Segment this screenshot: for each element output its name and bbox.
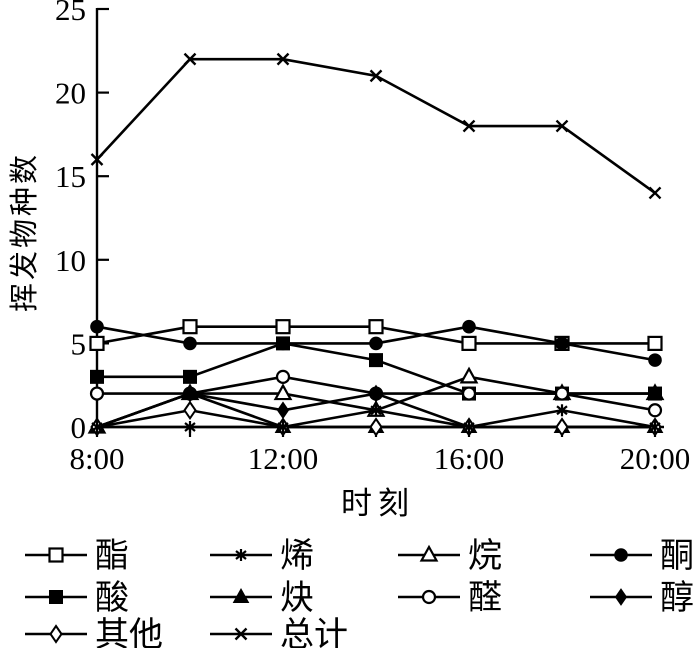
y-axis-title: 挥发物种数 bbox=[8, 152, 41, 312]
y-tick-label: 10 bbox=[55, 243, 86, 278]
legend-label-alkane: 烷 bbox=[468, 537, 502, 575]
asterisk-marker bbox=[91, 421, 103, 433]
y-tick-label: 0 bbox=[71, 410, 87, 445]
filled-square-marker bbox=[183, 369, 197, 384]
open-square-marker bbox=[182, 319, 198, 335]
asterisk-marker bbox=[463, 421, 475, 433]
x-tick-label: 8:00 bbox=[69, 441, 124, 476]
legend-item-ketone: 酮 bbox=[590, 538, 694, 575]
filled-circle-marker bbox=[90, 319, 104, 334]
asterisk-marker bbox=[277, 421, 289, 433]
legend-label-alcohol: 醇 bbox=[660, 579, 694, 617]
filled-square-marker bbox=[49, 590, 63, 604]
filled-circle-marker bbox=[614, 548, 628, 562]
legend-label-aldehyde: 醛 bbox=[468, 579, 502, 617]
filled-circle-marker bbox=[648, 353, 662, 367]
filled-diamond-marker bbox=[276, 401, 290, 420]
x-mark-marker bbox=[462, 119, 476, 133]
legend-item-aldehyde: 醛 bbox=[398, 579, 502, 617]
axes: 0 5 10 15 20 25 8:00 12:00 16:00 20:00 时刻 挥发物种数 bbox=[8, 0, 690, 521]
x-mark-marker bbox=[648, 186, 662, 200]
x-mark-marker bbox=[276, 52, 290, 66]
filled-square-marker bbox=[276, 336, 290, 351]
legend-item-total: 总计 bbox=[210, 616, 348, 648]
open-triangle-marker bbox=[273, 383, 293, 401]
y-tick-label: 15 bbox=[55, 159, 86, 194]
asterisk-marker bbox=[184, 421, 196, 433]
y-tick-label: 20 bbox=[55, 76, 86, 111]
open-triangle-marker bbox=[419, 544, 439, 562]
legend-item-other: 其他 bbox=[25, 617, 163, 648]
open-triangle-marker bbox=[459, 366, 479, 384]
filled-triangle-marker bbox=[232, 587, 250, 603]
legend-label-acid: 酸 bbox=[95, 579, 129, 617]
legend-label-ketone: 酮 bbox=[660, 538, 694, 575]
filled-diamond-marker bbox=[369, 384, 383, 403]
open-diamond-marker bbox=[369, 417, 383, 437]
open-circle-marker bbox=[554, 386, 570, 401]
open-diamond-marker bbox=[555, 417, 569, 437]
open-circle-marker bbox=[461, 386, 477, 401]
legend-item-ester: 酯 bbox=[25, 538, 129, 575]
open-square-marker bbox=[48, 547, 64, 563]
series-total bbox=[90, 52, 662, 200]
filled-circle-marker bbox=[369, 336, 383, 351]
open-circle-marker bbox=[89, 386, 105, 401]
legend-item-alcohol: 醇 bbox=[590, 579, 694, 617]
filled-circle-marker bbox=[183, 336, 197, 351]
x-axis-title: 时刻 bbox=[341, 486, 415, 521]
legend-item-alkene: 烯 bbox=[210, 537, 314, 575]
filled-square-marker bbox=[648, 386, 662, 401]
filled-square-marker bbox=[90, 369, 104, 384]
x-tick-label: 12:00 bbox=[248, 441, 319, 476]
open-square-marker bbox=[647, 335, 663, 351]
open-circle-marker bbox=[421, 589, 437, 605]
asterisk-marker bbox=[649, 421, 661, 433]
asterisk-marker bbox=[556, 404, 568, 417]
legend-label-other: 其他 bbox=[95, 617, 163, 648]
x-mark-marker bbox=[369, 69, 383, 83]
filled-square-marker bbox=[369, 353, 383, 368]
open-diamond-marker bbox=[49, 624, 63, 644]
legend-item-acid: 酸 bbox=[25, 579, 129, 617]
series-alkene bbox=[91, 404, 661, 433]
legend-label-total: 总计 bbox=[280, 616, 348, 648]
open-square-marker bbox=[368, 319, 384, 335]
filled-circle-marker bbox=[462, 319, 476, 334]
legend-label-alkene: 烯 bbox=[280, 537, 314, 575]
series-ketone bbox=[90, 319, 662, 367]
legend-label-ester: 酯 bbox=[95, 538, 129, 575]
open-diamond-marker bbox=[183, 400, 197, 421]
legend: 酯 烯 烷 酮酸 炔 醛 醇其他 总计 bbox=[25, 537, 694, 648]
y-tick-label: 25 bbox=[55, 0, 86, 27]
x-tick-label: 20:00 bbox=[620, 441, 691, 476]
open-square-marker bbox=[275, 319, 291, 335]
x-tick-label: 16:00 bbox=[434, 441, 505, 476]
open-circle-marker bbox=[275, 369, 291, 384]
legend-item-alkyne: 炔 bbox=[210, 580, 314, 617]
x-mark-marker bbox=[183, 52, 197, 66]
asterisk-marker bbox=[370, 404, 382, 417]
x-mark-marker bbox=[90, 153, 104, 166]
asterisk-marker bbox=[235, 549, 247, 561]
open-square-marker bbox=[89, 335, 105, 351]
legend-label-alkyne: 炔 bbox=[280, 580, 314, 617]
legend-item-alkane: 烷 bbox=[398, 537, 502, 575]
open-square-marker bbox=[461, 335, 477, 351]
open-circle-marker bbox=[647, 403, 663, 418]
x-mark-marker bbox=[234, 627, 248, 641]
series-total-line bbox=[96, 57, 656, 194]
series-other bbox=[90, 400, 662, 437]
filled-diamond-marker bbox=[614, 588, 628, 606]
x-mark-marker bbox=[555, 119, 569, 133]
filled-circle-marker bbox=[555, 336, 569, 351]
y-tick-label: 5 bbox=[71, 326, 87, 361]
